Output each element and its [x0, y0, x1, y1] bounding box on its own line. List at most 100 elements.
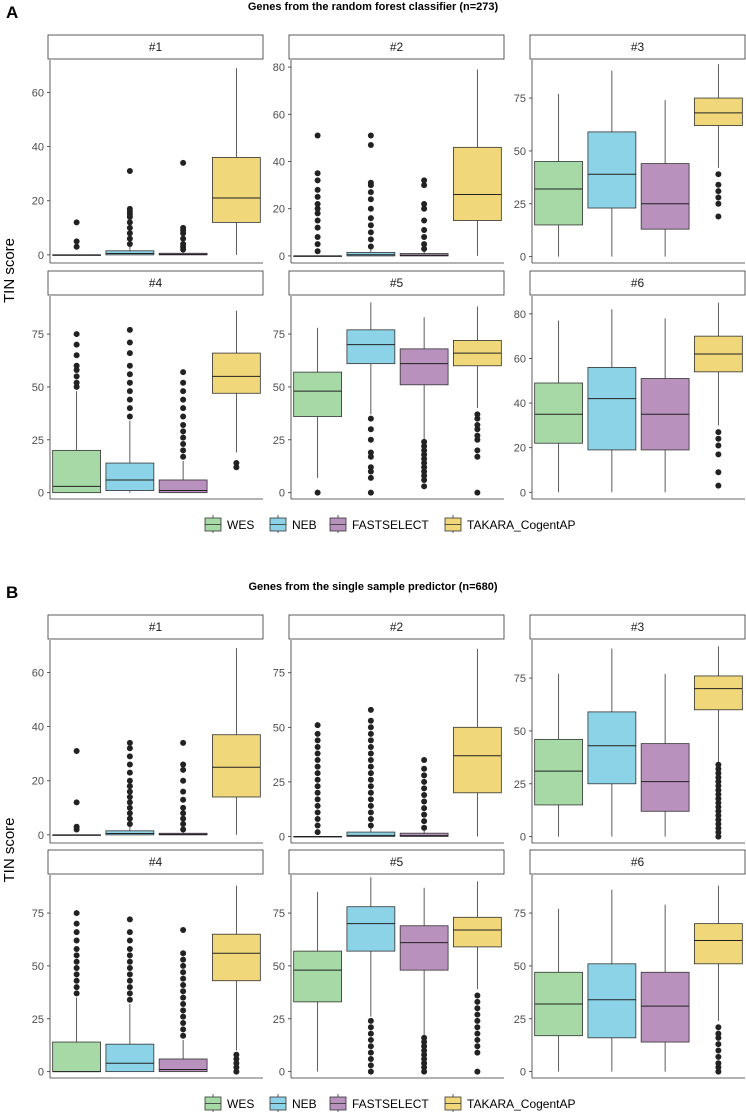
- outlier-point: [367, 464, 374, 471]
- outlier-point: [126, 777, 133, 784]
- outlier-point: [314, 224, 321, 231]
- outlier-point: [126, 946, 133, 953]
- outlier-point: [715, 213, 722, 220]
- outlier-point: [73, 984, 80, 991]
- outlier-point: [367, 822, 374, 829]
- box-iqr: [105, 830, 155, 836]
- facet-strip: [47, 849, 264, 875]
- outlier-point: [314, 241, 321, 248]
- outlier-point: [314, 234, 321, 241]
- outlier-point: [715, 1024, 722, 1031]
- y-tick-label: 0: [520, 832, 526, 844]
- y-tick-label: 25: [32, 435, 44, 447]
- outlier-point: [474, 1024, 481, 1031]
- outlier-point: [314, 200, 321, 207]
- box-iqr: [105, 462, 155, 491]
- box-iqr: [453, 146, 502, 221]
- panel-label: A: [6, 3, 18, 22]
- outlier-point: [715, 829, 722, 836]
- outlier-point: [367, 415, 374, 422]
- outlier-point: [180, 224, 187, 231]
- box-FASTSELECT: [640, 100, 690, 257]
- outlier-point: [474, 1005, 481, 1012]
- y-tick-label: 75: [514, 93, 526, 105]
- outlier-point: [367, 1043, 374, 1050]
- outlier-point: [314, 205, 321, 212]
- outlier-point: [421, 778, 428, 785]
- box-WES: [293, 722, 342, 838]
- box-FASTSELECT: [640, 904, 690, 1072]
- outlier-point: [367, 229, 374, 236]
- outlier-point: [367, 1062, 374, 1069]
- box-TAKARA_CogentAP: [212, 648, 261, 835]
- outlier-point: [715, 451, 722, 458]
- outlier-point: [73, 379, 80, 386]
- box-WES: [52, 747, 101, 836]
- outlier-point: [421, 818, 428, 825]
- y-tick-label: 25: [32, 1014, 44, 1026]
- outlier-point: [314, 210, 321, 217]
- outlier-point: [180, 926, 187, 933]
- y-tick-label: 0: [279, 251, 285, 263]
- outlier-point: [126, 761, 133, 768]
- facet-5: #5 0 25 50 75: [273, 270, 505, 500]
- outlier-point: [126, 783, 133, 790]
- y-tick-label: 75: [32, 329, 44, 341]
- box-TAKARA_CogentAP: [453, 881, 502, 1075]
- outlier-point: [126, 413, 133, 420]
- outlier-point: [421, 1039, 428, 1046]
- legend-label: WES: [227, 1097, 254, 1111]
- outlier-point: [180, 810, 187, 817]
- outlier-point: [233, 1068, 240, 1075]
- box-TAKARA_CogentAP: [212, 68, 261, 255]
- outlier-point: [715, 812, 722, 819]
- outlier-point: [314, 802, 321, 809]
- outlier-point: [715, 825, 722, 832]
- outlier-point: [715, 482, 722, 489]
- outlier-point: [421, 772, 428, 779]
- outlier-point: [126, 984, 133, 991]
- outlier-point: [126, 815, 133, 822]
- legend-label: FASTSELECT: [352, 1097, 429, 1111]
- panel-label: B: [6, 583, 18, 602]
- facet-title: #6: [631, 855, 645, 869]
- facet-2: #2 0 20 40 60 80: [273, 34, 505, 264]
- y-tick-label: 20: [514, 443, 526, 455]
- box-NEB: [346, 877, 396, 1075]
- outlier-point: [367, 189, 374, 196]
- outlier-point: [421, 1043, 428, 1050]
- box-NEB: [105, 167, 155, 256]
- outlier-point: [180, 994, 187, 1001]
- y-tick-label: 50: [514, 961, 526, 973]
- outlier-point: [126, 339, 133, 346]
- y-tick-label: 20: [32, 196, 44, 208]
- y-tick-label: 75: [514, 908, 526, 920]
- outlier-point: [421, 765, 428, 772]
- outlier-point: [367, 1036, 374, 1043]
- outlier-point: [474, 426, 481, 433]
- y-tick-label: 0: [520, 1067, 526, 1079]
- outlier-point: [367, 737, 374, 744]
- outlier-point: [367, 236, 374, 243]
- facet-1: #1 0 20 40 60: [32, 34, 264, 264]
- outlier-point: [180, 761, 187, 768]
- outlier-point: [314, 822, 321, 829]
- outlier-point: [367, 1024, 374, 1031]
- box-NEB: [587, 648, 637, 837]
- outlier-point: [314, 829, 321, 836]
- outlier-point: [715, 1034, 722, 1041]
- outlier-point: [715, 765, 722, 772]
- outlier-point: [367, 449, 374, 456]
- outlier-point: [180, 441, 187, 448]
- outlier-point: [367, 243, 374, 250]
- outlier-point: [367, 1068, 374, 1075]
- y-tick-label: 60: [514, 353, 526, 365]
- y-tick-label: 25: [273, 777, 285, 789]
- outlier-point: [180, 241, 187, 248]
- outlier-point: [421, 824, 428, 831]
- y-tick-label: 0: [279, 488, 285, 500]
- outlier-point: [367, 757, 374, 764]
- facet-6: #6 0 20 40 60 80: [514, 270, 746, 500]
- outlier-point: [126, 405, 133, 412]
- box-iqr: [158, 1058, 208, 1073]
